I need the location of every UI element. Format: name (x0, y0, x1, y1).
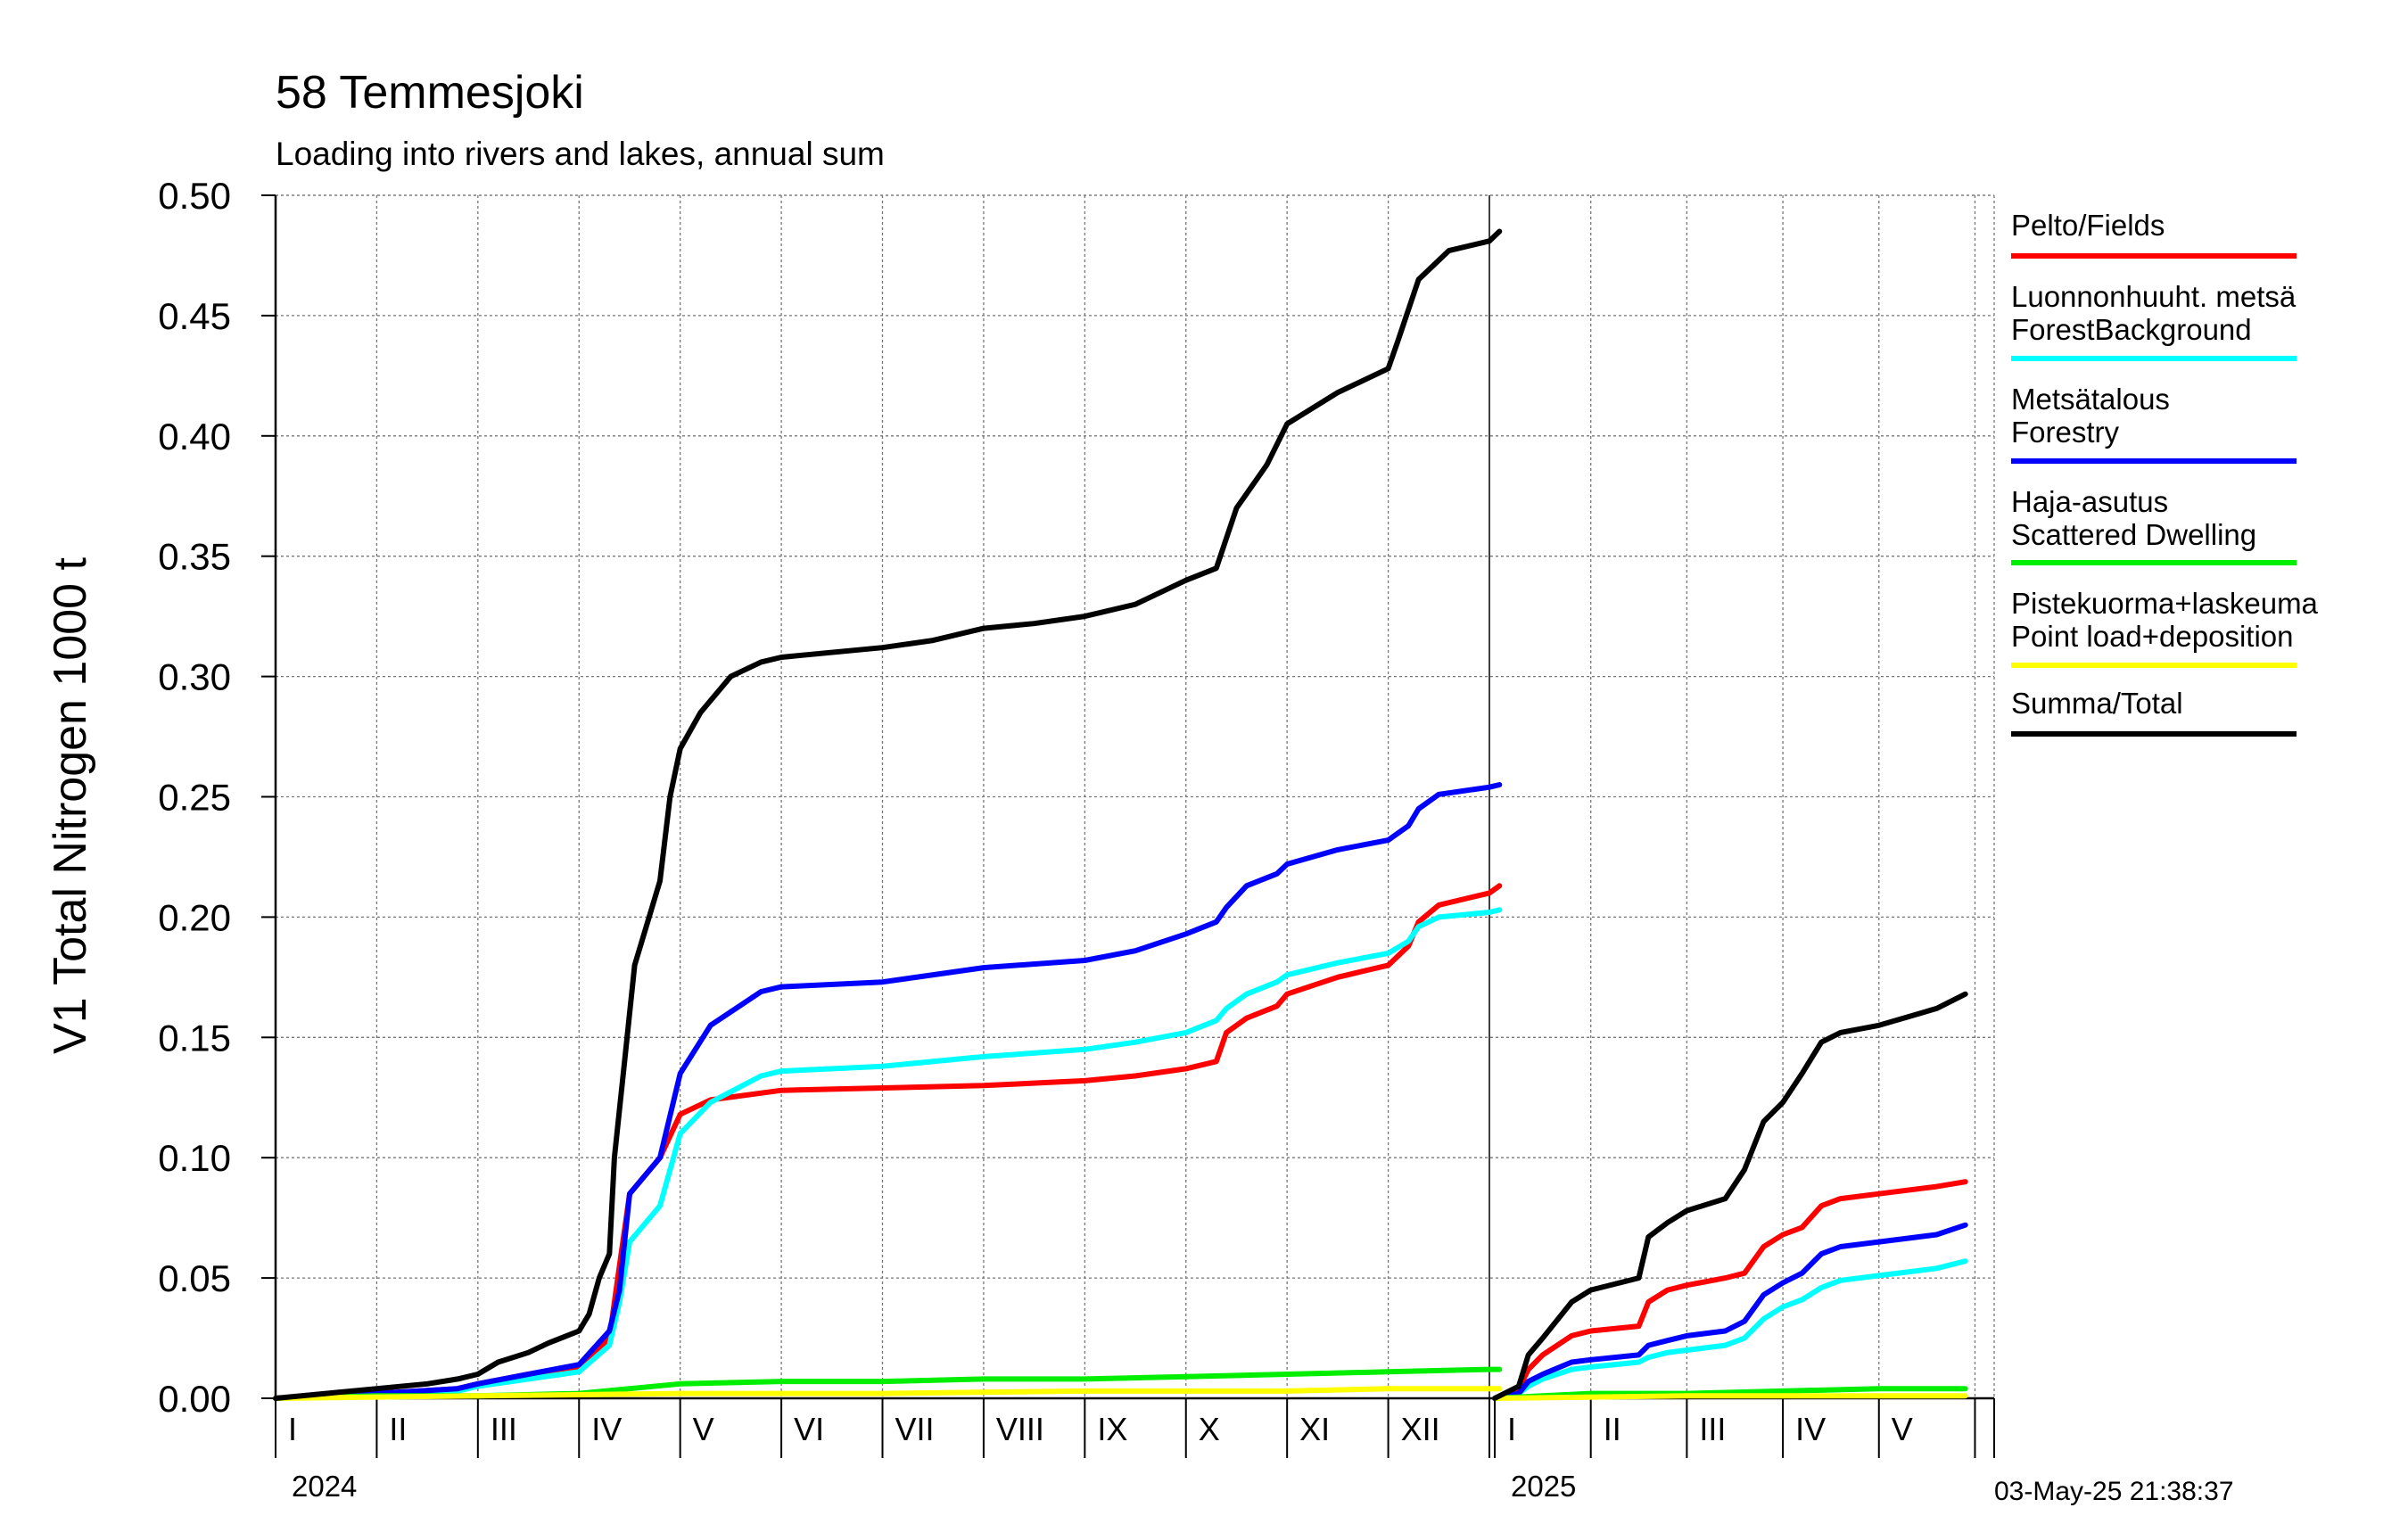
month-label: XII (1401, 1411, 1440, 1447)
chart-subtitle: Loading into rivers and lakes, annual su… (276, 136, 885, 172)
series-line-2025 (1492, 1393, 1968, 1401)
series-lines (273, 228, 1968, 1401)
legend-label: Summa/Total (2011, 687, 2183, 720)
month-label: IV (1795, 1411, 1826, 1447)
y-axis-title: V1 Total Nitrogen 1000 t (45, 556, 96, 1054)
y-tick-label: 0.20 (158, 896, 231, 938)
legend: Pelto/Fields Luonnonhuuht. metsä ForestBac… (2011, 209, 2319, 737)
series-line-2025 (1492, 1258, 1968, 1401)
grid: 0.00 0.05 0.10 0.15 0.20 0.25 0.30 0.35 0.40 0.45… (158, 175, 1994, 1420)
series-line-2024 (273, 228, 1503, 1401)
y-tick-label: 0.35 (158, 536, 231, 578)
y-tick-label: 0.15 (158, 1017, 231, 1059)
series-line-2024 (273, 1386, 1503, 1401)
legend-label: Metsätalous Forestry (2011, 383, 2170, 449)
month-label: II (1604, 1411, 1621, 1447)
y-tick-label: 0.10 (158, 1137, 231, 1179)
month-label: V (1892, 1411, 1913, 1447)
month-label: IV (591, 1411, 622, 1447)
y-tick-label: 0.50 (158, 175, 231, 217)
legend-label: Haja-asutus Scattered Dwelling (2011, 485, 2256, 551)
chart-title: 58 Temmesjoki (276, 67, 584, 119)
month-label: IX (1097, 1411, 1127, 1447)
series-line-2025 (1492, 991, 1968, 1401)
month-label: III (491, 1411, 517, 1447)
month-label: I (1507, 1411, 1516, 1447)
month-label: III (1699, 1411, 1726, 1447)
series-line-2025 (1492, 1222, 1968, 1401)
month-label: II (389, 1411, 407, 1447)
y-tick-label: 0.40 (158, 416, 231, 457)
legend-label: Luonnonhuuht. metsä ForestBackground (2011, 280, 2297, 346)
year-label: 2025 (1511, 1470, 1576, 1503)
series-line-2025 (1492, 1179, 1968, 1401)
series-line-2024 (273, 907, 1503, 1401)
month-label: VI (794, 1411, 824, 1447)
series-line-2024 (273, 883, 1503, 1401)
timestamp: 03-May-25 21:38:37 (1994, 1477, 2234, 1506)
month-label: X (1199, 1411, 1220, 1447)
legend-label: Pelto/Fields (2011, 209, 2165, 242)
y-tick-label: 0.30 (158, 656, 231, 698)
series-line-2024 (273, 782, 1503, 1401)
month-label: I (288, 1411, 297, 1447)
y-tick-label: 0.05 (158, 1257, 231, 1299)
month-label: VIII (996, 1411, 1044, 1447)
month-label: XI (1299, 1411, 1330, 1447)
month-label: VII (895, 1411, 935, 1447)
y-tick-label: 0.25 (158, 777, 231, 819)
legend-label: Pistekuorma+laskeuma Point load+depositio… (2011, 587, 2319, 653)
year-label: 2024 (292, 1470, 357, 1503)
y-tick-label: 0.00 (158, 1378, 231, 1420)
y-tick-label: 0.45 (158, 295, 231, 337)
month-label: V (693, 1411, 714, 1447)
